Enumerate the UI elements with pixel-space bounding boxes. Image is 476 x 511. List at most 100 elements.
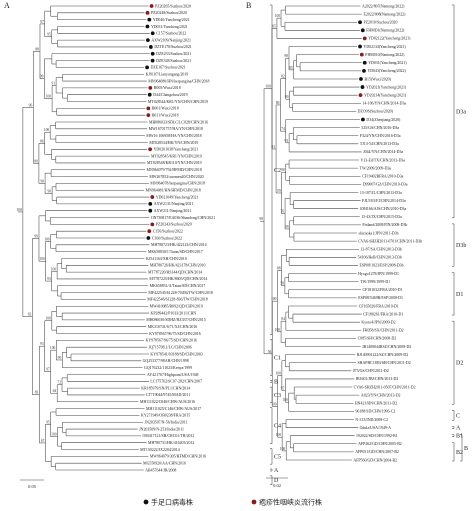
leaf-label: FHMD1(Nantong/2022) [366,29,405,33]
leaf-label: CVA6-SHZH2011-0507/CHN/2011-D2 [354,385,416,389]
panel-a-tree: A 95 97 91 100 99 88 100 86 90 90 80 96 100 100 93 100 99… [4,1,281,489]
bootstrap-value: 99 [40,75,44,79]
strain-marker-red [359,52,364,57]
leaf-label: A2022/807(Nantong/2022) [362,4,405,8]
bootstrap-value: 80 [34,159,38,163]
leaf-label: FHM010(Nantong/2022) [365,53,405,57]
leaf-label: YD0201038/Yancheng/2021 [154,148,199,152]
panel-label: B [246,1,251,10]
leaf-label: KJ541163/XH/CHN/2010 [146,257,187,261]
leaf-label: ON730817/EA036/Shandong/CHN/2021 [151,216,215,220]
leaf-label: E2022/008(Nantong/2022) [363,12,406,16]
bootstrap-value: 90 [285,95,289,99]
leaf-label: BJ140901222/SZ/CHN/2009-D2 [357,353,409,357]
clade-label: C5 [274,454,281,460]
legend-red-marker [251,499,257,505]
leaf-label: MT028544/KR1/YN/CHN/CHN/2019 [148,100,208,104]
bootstrap-value: 91 [271,145,275,149]
leaf-label: GQ176232/11023/Kenya/1999 [144,366,192,370]
leaf-label: MH111022/C040/CHW/AUS/2016 [140,400,195,404]
leaf-label: MK658830/1/Taian/SD/CHN/2017 [148,250,203,254]
leaf-label: 14-106/YN/CHN/2014-D3a [362,102,406,106]
leaf-label: V13-Ed/TX/CHN/2013-D3a [361,158,406,162]
strain-marker-red [148,147,153,152]
strain-marker-black [148,208,153,213]
panel-label: A [4,1,10,10]
leaf-label: AB457644/JR/2008 [145,468,176,472]
clade-label: D3b [456,243,466,249]
leaf-label: PZ20243/Suzhou/2020 [156,223,192,227]
bootstrap-value: 100 [275,14,281,18]
leaf-label: Gdula/USA/1949-A [360,426,392,430]
strain-marker-red [358,93,363,98]
bootstrap-value: 65 [272,24,276,28]
leaf-label: AY421767/Highpoint/USA/1948 [147,373,199,377]
strain-marker-black [147,17,152,22]
bootstrap-value: 100 [276,433,282,437]
leaf-label: PZ20265/Suzhou/2020 [155,4,191,8]
leaf-label: KY978567/96/75/SD/CHN/2016 [149,332,201,336]
leaf-label: AFP051/GD/CHN/2007-B2 [355,450,399,454]
strain-marker-red [150,195,155,199]
bootstrap-value: 100 [45,317,51,321]
bootstrap-value: 56 [268,350,272,354]
leaf-label: MW16 106958/HA/YN/CHN/2018 [146,134,201,138]
bootstrap-value: 99 [58,356,62,360]
bootstrap-value: 64 [53,389,57,393]
bootstrap-value: 72 [57,381,61,385]
leaf-label: JN203509/N-253/India/2011 [139,427,184,431]
bootstrap-value: 100 [46,95,52,99]
leaf-label: SHAPHC1883/SH/CHN/2011-D2 [358,361,411,365]
leaf-label: ESP08/5469B/ESP/2008-D1 [358,296,403,300]
strain-marker-black [362,68,366,73]
leaf-label: CVA6-SHZH2011-0701/CHN/2011-D3b [358,239,422,243]
clade-label: C1 [274,355,281,361]
bootstrap-value: 95 [285,139,289,143]
leaf-label: B011/Wuxi/2018 [152,113,179,117]
clade-label: B1 [456,434,463,440]
leaf-label: MH086030/SDHZ/HZ337/CHN/2015 [146,318,205,322]
strain-marker-red [149,4,154,8]
strain-marker-red [146,106,151,111]
bootstrap-value: 93 [47,277,51,281]
leaf-label: MT787225/HK/8605/QD/CHN/2014 [149,277,207,281]
leaf-label: HN421/HN/CHN/2011-D2 [355,402,397,406]
strain-marker-black [362,60,367,65]
bootstrap-value: 88 [277,266,281,270]
leaf-label: 13-87/SA/CHN/2013-D3b [360,248,401,252]
leaf-label: JB1408044RSZ/CHN/2008-D2 [362,345,411,349]
strain-marker-black [148,201,153,206]
leaf-label: 075/GS/CHN/2011-D2 [353,369,389,373]
bootstrap-value: 80 [276,101,280,105]
leaf-label: YD021049/Yancheng/2021 [156,195,199,199]
leaf-label: 54106/HeB/CHN/2013-D3b [358,256,402,260]
bootstrap-value: 90 [40,179,44,183]
leaf-label: 13-107/JL/CHN/2013-D3a [360,191,402,195]
strain-marker-black [150,31,155,36]
leaf-label: AXW2131/Nanjing/2021 [154,202,194,206]
bootstrap-value: 100 [275,372,281,376]
leaf-label: PZ20248/Suzhou/2020 [151,11,187,15]
leaf-label: MH111025/C146/CHW/AUS/2017 [146,407,201,411]
leaf-label: J044/YN/CHN/2014-D3a [363,150,403,154]
clade-label: B2 [456,450,463,456]
leaf-label: MG550920/AA/CHN/2016 [143,461,186,465]
leaf-label: KY978541/03188/SD/CHN/2003 [150,352,202,356]
bootstrap-value: 100 [271,402,277,406]
clade-label: A [456,426,461,432]
clade-label: D [274,478,279,484]
panel-b-tree: B 100 65 85 98 90 82 95 74 80 80 99 76 59 91 100 58 88 84 1… [246,1,468,488]
leaf-label: KJ9107/Lianyungang/2019 [146,73,189,77]
bootstrap-value: 58 [280,282,284,286]
strain-marker-black [150,58,155,63]
leaf-label: FJL5/03/FJ/CHN/2014-D3a [362,199,406,203]
leaf-label: MH780723/HK/422123/CHN/2014 [151,243,207,247]
scale-label: 0.02 [273,483,281,488]
legend: 手足口病毒株 疱疹性咽峡炎流行株 [143,498,322,507]
strain-marker-black [359,77,363,81]
leaf-label: DZO9S(Suzhou/2020) [358,110,394,114]
leaf-label: JQ715708.1/LC/CHN/2006 [149,345,192,349]
strain-marker-black [147,92,152,97]
clade-label: C2 [274,168,281,174]
